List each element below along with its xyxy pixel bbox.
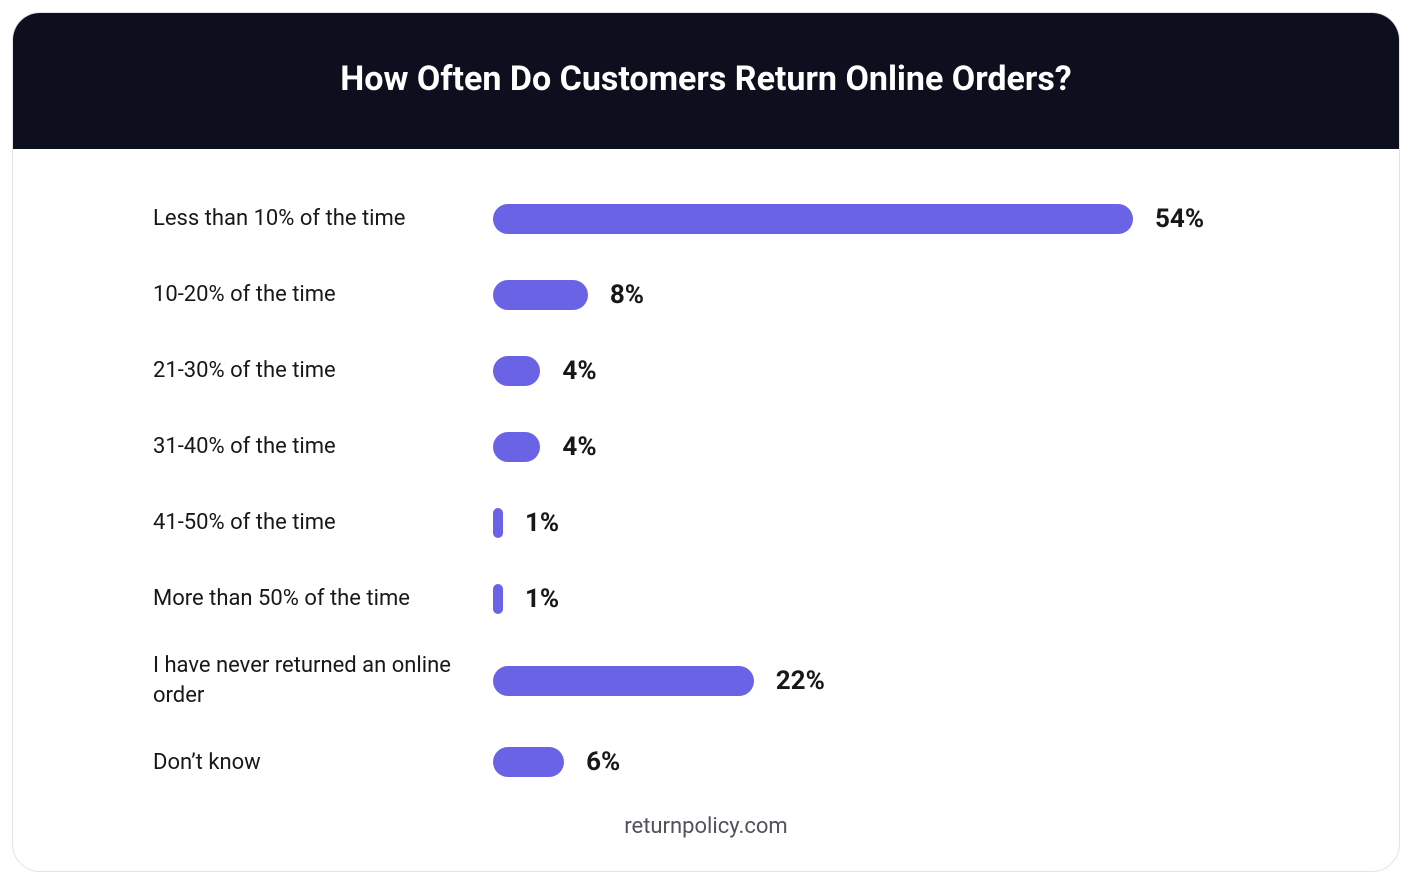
chart-bar [493,204,1133,234]
chart-bar-wrap: 4% [493,432,1289,462]
chart-bar-wrap: 54% [493,204,1289,234]
chart-row-label: 21-30% of the time [153,356,493,386]
chart-value: 22% [776,666,825,696]
chart-value: 8% [610,280,644,310]
chart-row: More than 50% of the time 1% [153,575,1289,623]
chart-value: 4% [562,356,596,386]
chart-bar [493,508,503,538]
chart-bar [493,356,540,386]
chart-row-label: 10-20% of the time [153,280,493,310]
chart-row: Less than 10% of the time 54% [153,195,1289,243]
chart-bar-wrap: 4% [493,356,1289,386]
chart-row: I have never returned an online order 22% [153,651,1289,710]
chart-area: Less than 10% of the time 54% 10-20% of th… [13,149,1399,786]
chart-row: 10-20% of the time 8% [153,271,1289,319]
chart-row-label: Don’t know [153,748,493,778]
chart-value: 4% [562,432,596,462]
chart-row-label: 41-50% of the time [153,508,493,538]
chart-value: 1% [525,584,559,614]
chart-row: 31-40% of the time 4% [153,423,1289,471]
chart-bar-wrap: 8% [493,280,1289,310]
chart-bar-wrap: 1% [493,584,1289,614]
chart-row-label: 31-40% of the time [153,432,493,462]
chart-row: Don’t know 6% [153,738,1289,786]
chart-bar [493,584,503,614]
chart-title: How Often Do Customers Return Online Ord… [33,59,1379,99]
chart-bar-wrap: 6% [493,747,1289,777]
chart-value: 1% [525,508,559,538]
chart-card: How Often Do Customers Return Online Ord… [12,12,1400,872]
chart-header: How Often Do Customers Return Online Ord… [13,13,1399,149]
chart-row-label: More than 50% of the time [153,584,493,614]
chart-row: 21-30% of the time 4% [153,347,1289,395]
chart-row-label: Less than 10% of the time [153,204,493,234]
chart-footer: returnpolicy.com [13,814,1399,839]
chart-row-label: I have never returned an online order [153,651,493,710]
chart-bar [493,432,540,462]
chart-bar-wrap: 22% [493,666,1289,696]
chart-bar [493,666,754,696]
chart-row: 41-50% of the time 1% [153,499,1289,547]
chart-bar [493,280,588,310]
chart-value: 6% [586,747,620,777]
chart-value: 54% [1155,204,1204,234]
chart-bar-wrap: 1% [493,508,1289,538]
chart-bar [493,747,564,777]
